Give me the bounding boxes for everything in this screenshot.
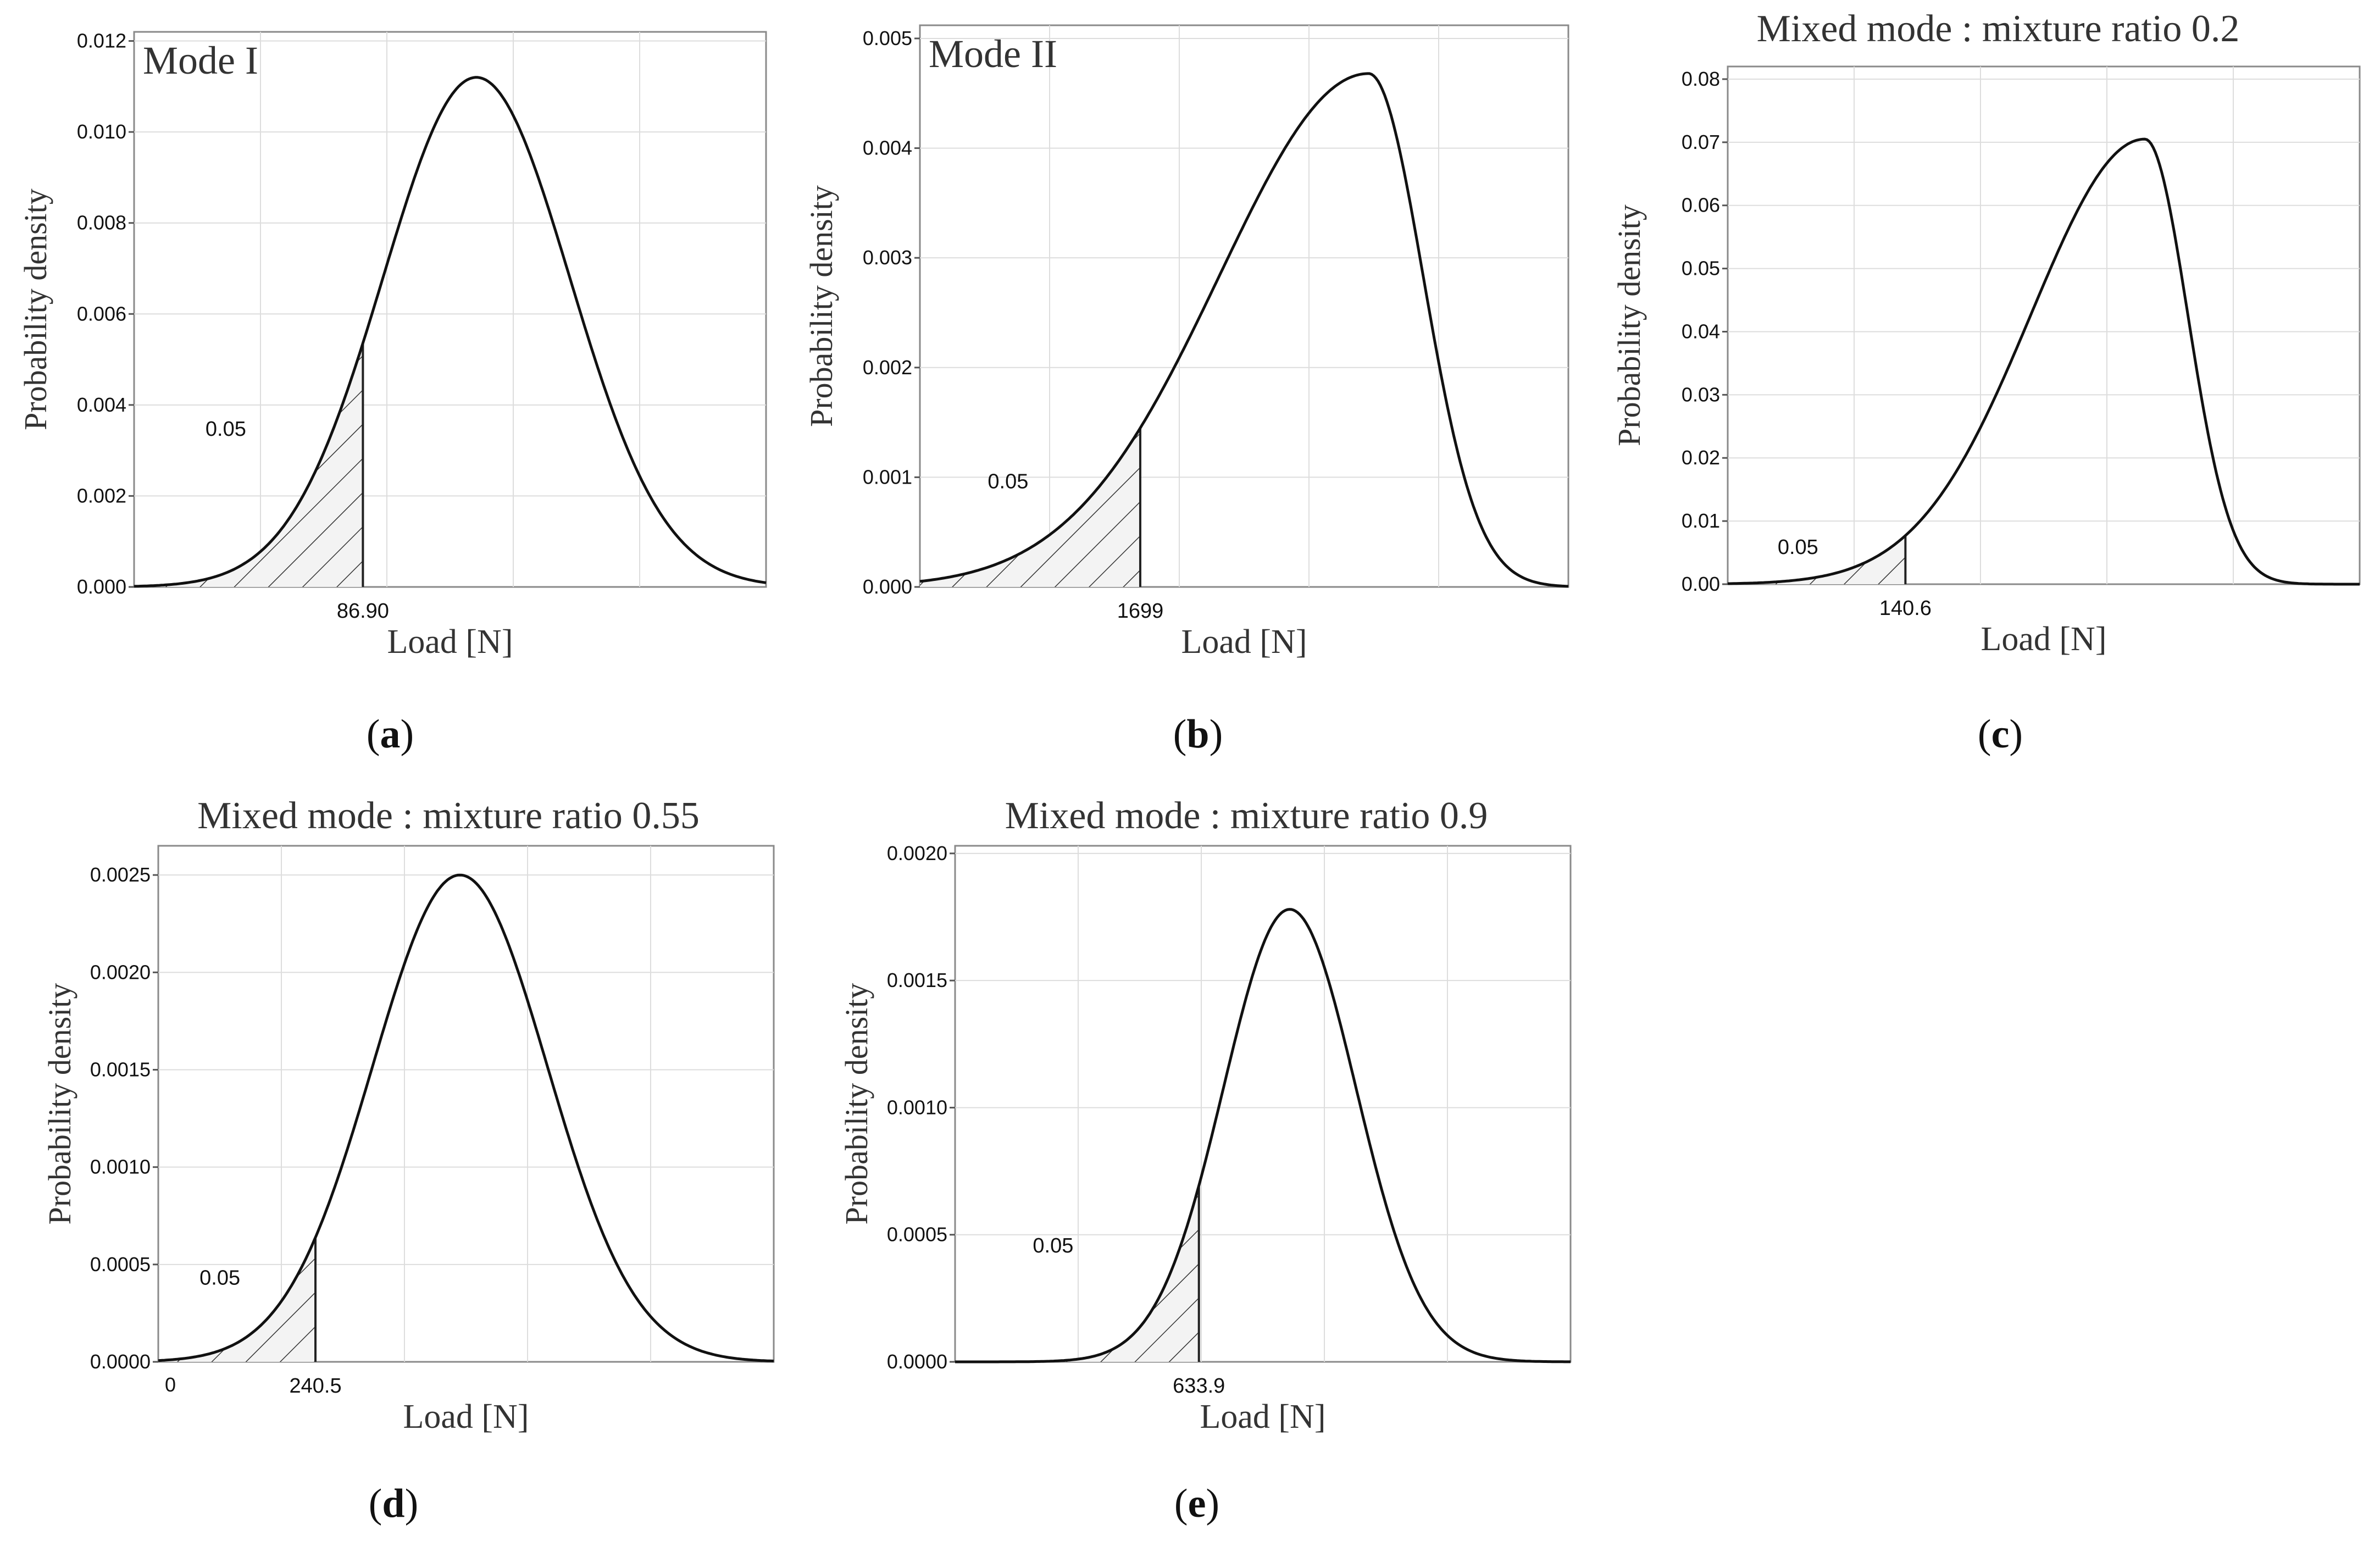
inset-label: Mode I: [143, 38, 258, 82]
y-tick-label: 0.0000: [887, 1350, 947, 1373]
y-axis-label: Probability density: [1611, 204, 1647, 446]
chart-title: Mixed mode : mixture ratio 0.2: [1757, 8, 2240, 50]
y-tick-label: 0.004: [77, 393, 126, 416]
chart-panel-b: 0.000 0.001 0.002 0.003 0.004 0.005 0.05 1699 Lo…: [803, 24, 1569, 757]
y-tick-label: 0.002: [77, 484, 126, 507]
tail-probability-label: 0.05: [206, 418, 246, 441]
y-tick-label: 0.010: [77, 120, 126, 143]
y-tick-label: 0.005: [863, 27, 912, 49]
density-curve: [919, 72, 1569, 588]
y-tick-label: 0.001: [863, 465, 912, 488]
y-tick-label: 0.0015: [887, 969, 947, 991]
y-tick-label: 0.008: [77, 212, 126, 234]
tail-area: [920, 428, 1140, 587]
y-tick-label: 0.0000: [90, 1350, 151, 1373]
tail-area: [1728, 535, 1906, 584]
panel-caption: (c): [1978, 712, 2023, 757]
threshold-label: 1699: [1117, 600, 1164, 623]
density-curve: [134, 76, 767, 588]
x-axis-label: Load [N]: [403, 1398, 529, 1435]
y-tick-label: 0.07: [1682, 131, 1720, 153]
chart-panel-c: 0.00 0.01 0.02 0.03 0.04 0.05 0.06 0.07 0.08 0.05…: [1611, 8, 2361, 757]
threshold-label: 140.6: [1879, 597, 1932, 620]
y-tick-label: 0.01: [1682, 509, 1720, 532]
y-tick-label: 0.05: [1682, 257, 1720, 280]
x-tick-label: 0: [165, 1373, 176, 1396]
panel-caption: (d): [369, 1481, 418, 1526]
plot-area: [954, 845, 1572, 1363]
y-tick-label: 0.0010: [887, 1096, 947, 1118]
tail-probability-label: 0.05: [1033, 1234, 1073, 1257]
tail-area: [158, 1237, 316, 1362]
y-axis-label: Probability density: [803, 185, 839, 427]
y-tick-label: 0.000: [77, 575, 126, 598]
y-tick-label: 0.004: [863, 137, 912, 159]
x-axis-label: Load [N]: [387, 623, 513, 661]
chart-panel-a: 0.000 0.002 0.004 0.006 0.008 0.010 0.012 0.05 8…: [18, 30, 767, 757]
y-tick-label: 0.02: [1682, 446, 1720, 469]
y-tick-label: 0.000: [863, 575, 912, 598]
plot-area: [157, 845, 775, 1363]
plot-area: [919, 24, 1569, 588]
plot-area: [133, 31, 767, 588]
plot-area: [1727, 65, 2361, 585]
chart-panel-d: 0.0000 0.0005 0.0010 0.0015 0.0020 0.0025 0 0.0…: [42, 795, 775, 1526]
y-tick-label: 0.08: [1682, 68, 1720, 90]
y-tick-label: 0.06: [1682, 194, 1720, 217]
x-axis-label: Load [N]: [1181, 623, 1307, 661]
x-axis-label: Load [N]: [1981, 620, 2107, 658]
panel-caption: (b): [1173, 712, 1223, 757]
chart-title: Mixed mode : mixture ratio 0.55: [197, 795, 700, 837]
threshold-label: 633.9: [1173, 1374, 1225, 1398]
y-tick-label: 0.03: [1682, 383, 1720, 406]
y-tick-label: 0.0020: [90, 961, 151, 983]
y-tick-label: 0.0010: [90, 1156, 151, 1178]
threshold-label: 86.90: [337, 600, 389, 623]
inset-label: Mode II: [929, 32, 1057, 76]
y-tick-label: 0.0005: [90, 1253, 151, 1276]
panel-caption: (a): [367, 712, 414, 757]
chart-title: Mixed mode : mixture ratio 0.9: [1005, 795, 1488, 837]
tail-probability-label: 0.05: [199, 1267, 240, 1290]
y-tick-label: 0.04: [1682, 320, 1720, 342]
y-axis-label: Probability density: [18, 189, 53, 430]
tail-area: [955, 1185, 1199, 1362]
y-tick-label: 0.006: [77, 302, 126, 325]
density-curve: [1728, 137, 2360, 586]
density-curve: [158, 873, 774, 1363]
y-axis-label: Probability density: [839, 983, 874, 1225]
x-axis-label: Load [N]: [1200, 1398, 1326, 1435]
tail-probability-label: 0.05: [987, 470, 1028, 494]
y-axis-label: Probability density: [42, 983, 77, 1225]
y-tick-label: 0.00: [1682, 573, 1720, 595]
y-tick-label: 0.012: [77, 30, 126, 52]
chart-panel-e: 0.0000 0.0005 0.0010 0.0015 0.0020 0.05 633.9L…: [839, 795, 1572, 1526]
density-curve: [955, 908, 1571, 1363]
y-tick-label: 0.002: [863, 356, 912, 379]
y-tick-label: 0.0020: [887, 842, 947, 864]
panel-caption: (e): [1174, 1481, 1219, 1526]
y-tick-label: 0.0015: [90, 1058, 151, 1080]
threshold-label: 240.5: [289, 1374, 341, 1398]
tail-probability-label: 0.05: [1778, 536, 1818, 559]
y-tick-label: 0.0005: [887, 1223, 947, 1246]
tail-area: [134, 343, 363, 587]
y-tick-label: 0.0025: [90, 863, 151, 886]
y-tick-label: 0.003: [863, 246, 912, 269]
